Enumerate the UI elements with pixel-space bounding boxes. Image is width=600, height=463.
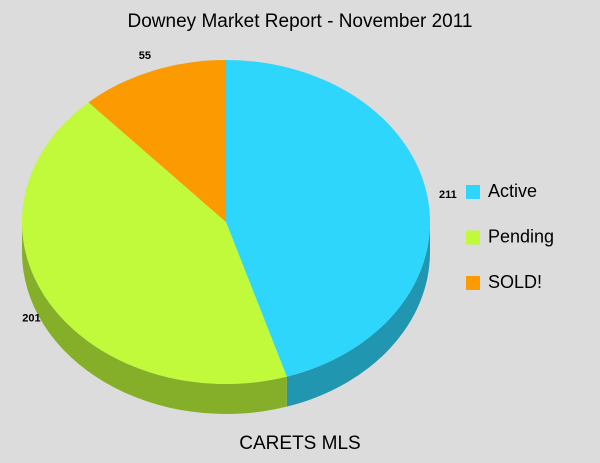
value-label: 211: [439, 189, 457, 201]
legend-label: Pending: [488, 226, 554, 246]
slice-top: [88, 60, 227, 222]
legend-label: SOLD!: [488, 272, 542, 292]
slice-side: [22, 222, 287, 414]
value-label: 55: [139, 50, 151, 62]
slice-side: [286, 222, 430, 407]
chart-caption: CARETS MLS: [239, 433, 360, 454]
chart-title: Downey Market Report - November 2011: [128, 11, 473, 32]
slice-top: [21, 102, 287, 384]
legend-label: Active: [488, 181, 537, 201]
value-label: 201: [22, 313, 40, 325]
slice-top: [226, 60, 431, 377]
slice: [21, 102, 287, 414]
slice: [88, 60, 227, 222]
slice: [226, 60, 431, 407]
legend-swatch: [466, 276, 480, 290]
legend-swatch: [466, 185, 480, 199]
legend-swatch: [466, 230, 480, 245]
